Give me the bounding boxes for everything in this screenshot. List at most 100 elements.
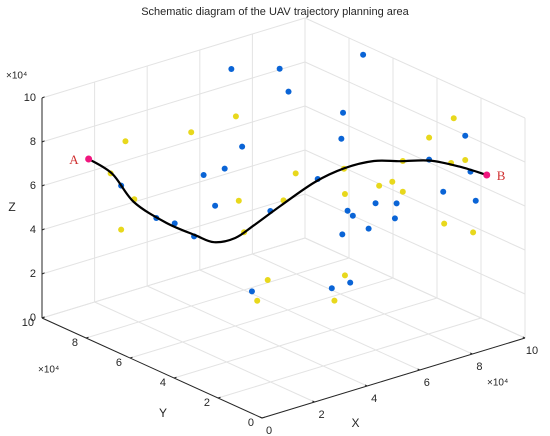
z-axis-label: Z: [8, 200, 15, 214]
z-tick-label: 4: [30, 224, 36, 236]
x-tick-label: 2: [319, 409, 325, 421]
z-tick: [41, 96, 45, 99]
x-tick: [417, 368, 421, 371]
grid-line: [304, 105, 526, 207]
grid-line: [41, 193, 306, 275]
y-tick-label: 2: [204, 397, 210, 409]
y-tick: [261, 416, 265, 419]
x-exponent: ×10⁴: [487, 378, 508, 389]
grid-line: [85, 257, 350, 339]
endpoint: [85, 155, 93, 163]
point: [264, 277, 271, 283]
point: [389, 178, 396, 185]
endpoint: [483, 171, 491, 179]
point: [441, 220, 448, 227]
z-tick-label: 6: [30, 180, 36, 192]
point: [372, 200, 379, 207]
chart-title: Schematic diagram of the UAV trajectory …: [141, 6, 409, 18]
point: [462, 132, 469, 139]
point: [122, 138, 129, 145]
x-tick: [469, 352, 473, 355]
y-tick: [173, 376, 177, 379]
point: [239, 143, 246, 150]
point: [118, 226, 125, 233]
grid-line: [252, 253, 473, 355]
z-exponent: ×10⁴: [6, 71, 27, 82]
x-tick: [522, 336, 526, 339]
point: [235, 197, 242, 204]
point: [360, 51, 367, 58]
z-tick-label: 2: [30, 268, 36, 280]
y-axis: [41, 317, 263, 419]
point: [340, 109, 347, 116]
point: [331, 297, 338, 304]
point: [212, 202, 219, 209]
grid-line: [41, 105, 306, 187]
point-label: A: [69, 152, 79, 167]
y-tick-label: 4: [160, 377, 166, 389]
point: [376, 182, 383, 189]
z-tick-label: 0: [30, 312, 36, 324]
z-tick: [41, 140, 45, 143]
point: [276, 65, 283, 72]
point: [347, 279, 354, 286]
grid-line: [129, 277, 394, 359]
point: [472, 197, 479, 204]
x-tick-label: 6: [424, 377, 430, 389]
grid-line: [173, 297, 438, 379]
trajectory: [88, 158, 488, 244]
z-tick: [41, 184, 45, 187]
point: [221, 165, 228, 172]
point: [339, 231, 346, 238]
point: [292, 170, 299, 177]
y-exponent: ×10⁴: [38, 365, 59, 376]
point: [344, 207, 351, 214]
point: [328, 285, 335, 292]
y-tick-label: 0: [248, 417, 254, 429]
x-axis: [261, 337, 526, 419]
y-axis-label: Y: [159, 406, 167, 420]
point: [440, 188, 447, 195]
grid-line: [199, 269, 421, 371]
point: [341, 191, 348, 197]
point: [365, 225, 372, 232]
point: [426, 134, 433, 141]
x-tick: [364, 384, 368, 387]
grid-line: [304, 17, 526, 119]
grid-line: [94, 301, 315, 403]
point: [248, 288, 255, 295]
x-tick-label: 8: [476, 361, 482, 373]
point: [391, 215, 398, 222]
point: [450, 115, 457, 122]
point: [462, 157, 469, 163]
x-tick-label: 0: [266, 425, 272, 436]
y-tick: [129, 356, 133, 359]
x-axis-label: X: [351, 416, 359, 430]
grid-line: [304, 237, 526, 339]
point: [393, 200, 400, 207]
point: [338, 135, 345, 142]
grid-line: [217, 317, 482, 399]
point: [399, 188, 406, 195]
grid-line: [146, 285, 368, 387]
point: [254, 297, 261, 304]
grid-line: [304, 149, 526, 251]
z-tick: [41, 228, 45, 231]
y-tick: [85, 336, 89, 339]
grid-line: [41, 61, 306, 143]
z-tick-label: 8: [30, 136, 36, 148]
point: [228, 66, 235, 72]
x-tick-label: 4: [371, 393, 377, 405]
grid-line: [304, 193, 526, 295]
grid-line: [41, 17, 306, 99]
y-tick-label: 8: [72, 337, 78, 349]
z-tick: [41, 316, 45, 319]
z-tick: [41, 272, 45, 275]
point: [341, 272, 348, 279]
point: [200, 172, 207, 178]
point: [171, 220, 178, 227]
x-tick-label: 10: [526, 345, 538, 357]
y-tick-label: 6: [116, 357, 122, 369]
point: [349, 212, 356, 219]
